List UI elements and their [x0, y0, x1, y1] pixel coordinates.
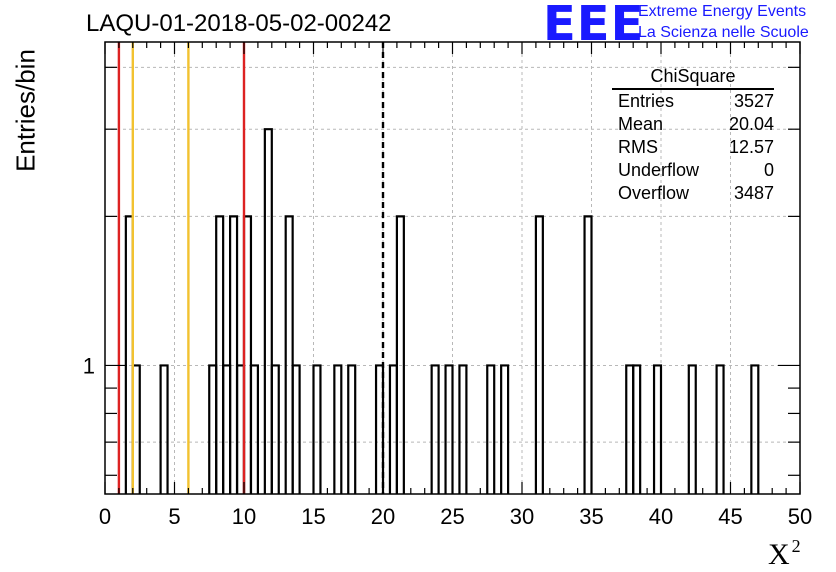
histogram-bar — [583, 215, 593, 494]
x-tick-label: 40 — [649, 504, 673, 529]
histogram-bar — [249, 364, 259, 494]
chart-title: LAQU-01-2018-05-02-00242 — [86, 10, 392, 37]
x-tick-label: 20 — [371, 504, 395, 529]
histogram-bar — [395, 215, 405, 494]
stats-label: Underflow — [618, 160, 700, 180]
stats-value: 3527 — [733, 91, 774, 111]
x-axis-label-text: X — [768, 538, 790, 571]
x-axis-label-superscript: 2 — [791, 536, 801, 556]
logo-line-2: La Scienza nelle Scuole — [638, 24, 809, 41]
histogram-bar — [291, 364, 301, 494]
x-tick-label: 15 — [301, 504, 325, 529]
stats-row-rms: RMS 12.57 — [618, 136, 774, 159]
stats-label: Mean — [618, 114, 664, 134]
x-tick-label: 25 — [440, 504, 464, 529]
histogram-bar — [687, 364, 697, 494]
histogram-bar — [715, 364, 725, 494]
histogram-bar — [270, 364, 280, 494]
x-tick-label: 45 — [718, 504, 742, 529]
x-tick-label: 10 — [232, 504, 256, 529]
stats-row-overflow: Overflow 3487 — [618, 182, 774, 205]
histogram-bar — [159, 364, 169, 494]
x-tick-label: 0 — [99, 504, 111, 529]
stats-row-underflow: Underflow 0 — [618, 159, 774, 182]
stats-row-mean: Mean 20.04 — [618, 113, 774, 136]
histogram-bar — [750, 364, 760, 494]
histogram-bar — [215, 215, 225, 494]
stats-value: 20.04 — [728, 114, 774, 134]
histogram-bar — [333, 364, 343, 494]
histogram-bar — [652, 364, 663, 494]
histogram-bar — [430, 364, 440, 494]
x-tick-label: 35 — [579, 504, 603, 529]
stats-row-entries: Entries 3527 — [618, 90, 774, 113]
x-tick-label: 5 — [168, 504, 180, 529]
y-axis-label: Entries/bin — [10, 49, 41, 172]
histogram-bar — [500, 364, 510, 494]
stats-value: 0 — [763, 160, 774, 180]
stats-label: RMS — [618, 137, 658, 157]
stats-label: Entries — [618, 91, 675, 111]
x-tick-label: 30 — [510, 504, 534, 529]
histogram-bar — [312, 364, 322, 494]
stats-label: Overflow — [618, 183, 690, 203]
histogram-bar — [347, 364, 357, 494]
stats-box: ChiSquare Entries 3527 Mean 20.04 RMS 12… — [612, 66, 782, 205]
histogram-bar — [458, 364, 468, 494]
histogram-bar — [486, 364, 496, 494]
eee-logo: EEE — [543, 0, 645, 52]
histogram-bar — [534, 215, 544, 494]
histogram-bar — [374, 364, 385, 494]
stats-value: 12.57 — [728, 137, 774, 157]
histogram-bar — [263, 128, 273, 494]
stats-value: 3487 — [733, 183, 774, 203]
histogram-bar — [229, 215, 239, 494]
histogram-bar — [632, 364, 642, 494]
histogram-bar — [444, 364, 454, 494]
stats-title: ChiSquare — [612, 66, 774, 90]
logo-line-1: Extreme Energy Events — [638, 3, 807, 20]
x-tick-label: 50 — [788, 504, 812, 529]
histogram-bar — [284, 215, 294, 494]
y-tick-label: 1 — [83, 353, 95, 378]
